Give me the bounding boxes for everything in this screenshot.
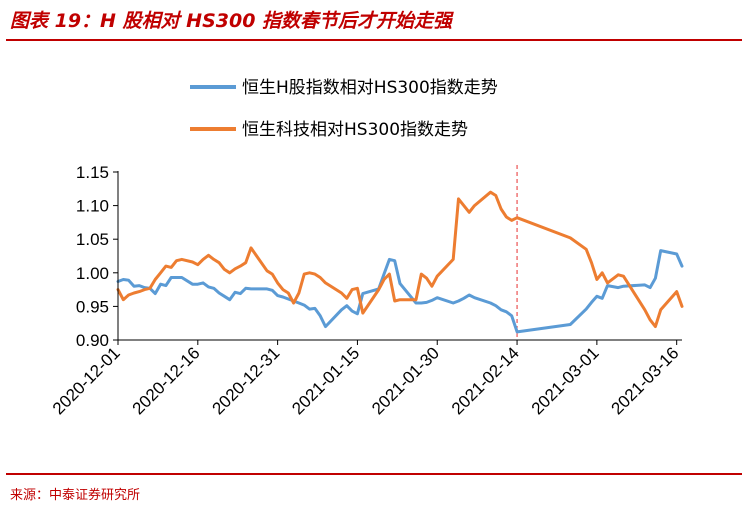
title-rule bbox=[6, 39, 742, 41]
series-line-h-share bbox=[116, 249, 684, 334]
x-tick-label: 2020-12-16 bbox=[129, 343, 204, 418]
x-tick-label: 2021-03-16 bbox=[608, 343, 683, 418]
x-tick-label: 2021-01-30 bbox=[368, 343, 443, 418]
x-tick-label: 2020-12-01 bbox=[49, 343, 124, 418]
y-tick-label: 1.15 bbox=[76, 163, 109, 182]
y-tick-label: 1.00 bbox=[76, 264, 109, 283]
figure-title: 图表 19：H 股相对 HS300 指数春节后才开始走强 bbox=[10, 10, 453, 32]
x-tick-label: 2020-12-31 bbox=[209, 343, 284, 418]
source-rule bbox=[6, 473, 742, 475]
series-line-hstech bbox=[116, 190, 684, 329]
legend-label-h-share: 恒生H股指数相对HS300指数走势 bbox=[242, 78, 498, 98]
y-tick-label: 1.10 bbox=[76, 197, 109, 216]
x-tick-label: 2021-02-14 bbox=[448, 343, 523, 418]
y-tick-label: 0.90 bbox=[76, 331, 109, 350]
x-tick-label: 2021-03-01 bbox=[528, 343, 603, 418]
x-tick-label: 2021-01-15 bbox=[288, 343, 363, 418]
figure-source: 来源：中泰证券研究所 bbox=[10, 488, 141, 503]
legend-label-hstech: 恒生科技相对HS300指数走势 bbox=[242, 120, 468, 140]
y-tick-label: 1.05 bbox=[76, 230, 109, 249]
y-tick-label: 0.95 bbox=[76, 297, 109, 316]
plot-area bbox=[116, 165, 684, 340]
legend: 恒生H股指数相对HS300指数走势 恒生科技相对HS300指数走势 bbox=[190, 78, 498, 140]
